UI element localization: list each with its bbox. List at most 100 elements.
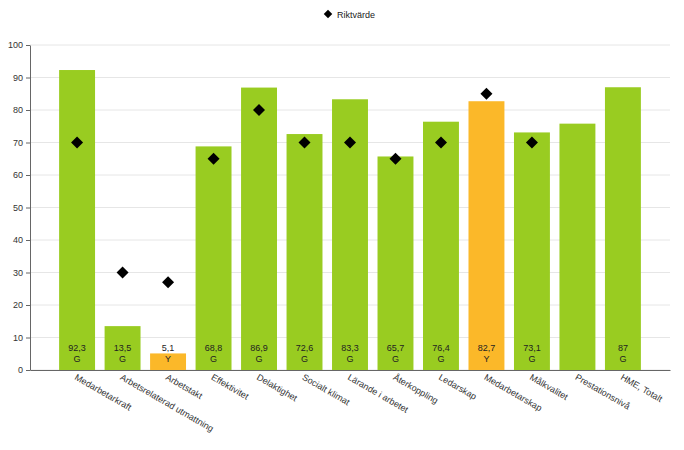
value-label: 86,9 <box>250 343 268 353</box>
x-axis: MedarbetarkraftArbetsrelaterad utmattnin… <box>31 371 671 434</box>
bar <box>559 124 595 370</box>
chart: 0 10 20 30 40 50 60 70 80 90 100 MedarbetarkraftArb… <box>0 0 684 450</box>
y-tick: 30 <box>13 268 30 278</box>
y-tick-label: 0 <box>18 365 23 375</box>
grade-label: G <box>301 354 308 364</box>
x-tick-label: Effektivitet <box>210 372 251 402</box>
grid-line <box>30 45 670 46</box>
data-labels: 92,3G13,5G5,1Y68,8G86,9G72,6G83,3G65,7G7… <box>68 343 628 364</box>
x-tick-label: Ledarskap <box>437 372 478 402</box>
y-tick-label: 40 <box>13 235 23 245</box>
y-tick-label: 50 <box>13 203 23 213</box>
x-tick: Återkoppling <box>391 372 439 406</box>
y-tick: 80 <box>13 105 30 115</box>
x-tick: Effektivitet <box>210 372 251 402</box>
y-tick-mark <box>26 175 30 176</box>
x-tick-label: Arbetsrelaterad utmattning <box>119 372 216 434</box>
y-tick-mark <box>26 273 30 274</box>
target-marker <box>480 88 492 100</box>
y-tick: 90 <box>13 73 30 83</box>
bar <box>287 134 323 370</box>
x-tick-label: Delaktighet <box>255 372 299 403</box>
value-label: 92,3 <box>68 343 86 353</box>
y-tick-label: 10 <box>13 333 23 343</box>
y-tick-mark <box>26 240 30 241</box>
bar <box>423 122 459 370</box>
x-tick: Arbetstakt <box>164 372 205 401</box>
y-tick-label: 60 <box>13 170 23 180</box>
grade-label: G <box>392 354 399 364</box>
grade-label: G <box>256 354 263 364</box>
bar <box>468 101 504 370</box>
y-tick: 0 <box>18 365 30 375</box>
value-label: 65,7 <box>387 343 405 353</box>
grade-label: Y <box>165 354 171 364</box>
grade-label: G <box>437 354 444 364</box>
value-label: 83,3 <box>341 343 359 353</box>
bar <box>332 99 368 370</box>
y-axis: 0 10 20 30 40 50 60 70 80 90 100 <box>8 40 31 375</box>
y-tick: 20 <box>13 300 30 310</box>
bar <box>514 132 550 370</box>
bar <box>378 156 414 370</box>
x-tick: Ledarskap <box>437 372 478 402</box>
value-label: 87 <box>618 343 628 353</box>
bar <box>150 353 186 370</box>
target-marker <box>526 136 538 148</box>
y-tick-label: 90 <box>13 73 23 83</box>
target-marker <box>344 136 356 148</box>
grade-label: G <box>346 354 353 364</box>
legend-item: Riktvärde <box>324 10 375 20</box>
target-marker <box>71 136 83 148</box>
y-axis-line <box>30 46 31 371</box>
y-tick-label: 30 <box>13 268 23 278</box>
grade-label: G <box>74 354 81 364</box>
value-label: 68,8 <box>205 343 223 353</box>
x-tick: Arbetsrelaterad utmattning <box>119 372 216 434</box>
y-tick-mark <box>26 143 30 144</box>
grade-label: G <box>528 354 535 364</box>
x-tick: Socialt klimat <box>301 372 352 407</box>
y-tick: 40 <box>13 235 30 245</box>
value-label: 13,5 <box>114 343 132 353</box>
grade-label: G <box>619 354 626 364</box>
value-label: 73,1 <box>523 343 541 353</box>
y-tick-label: 20 <box>13 300 23 310</box>
target-marker <box>299 136 311 148</box>
x-tick-label: HME, Totalt <box>619 372 665 404</box>
target-marker <box>208 153 220 165</box>
target-marker <box>253 104 265 116</box>
y-tick: 60 <box>13 170 30 180</box>
grade-label: G <box>210 354 217 364</box>
grid <box>30 45 670 370</box>
legend: Riktvärde <box>324 10 375 20</box>
bar <box>605 87 641 370</box>
legend-label: Riktvärde <box>337 10 375 20</box>
value-label: 76,4 <box>432 343 450 353</box>
x-tick-label: Återkoppling <box>391 372 439 406</box>
y-tick-mark <box>26 338 30 339</box>
plot-area <box>59 70 641 370</box>
target-marker <box>162 276 174 288</box>
y-tick: 10 <box>13 333 30 343</box>
y-tick-label: 100 <box>8 40 23 50</box>
bar <box>196 146 232 370</box>
x-tick-label: Socialt klimat <box>301 372 352 407</box>
x-tick-label: Arbetstakt <box>164 372 205 401</box>
bar <box>59 70 95 370</box>
x-tick: Målkvalitet <box>528 372 570 402</box>
y-tick-mark <box>26 45 30 46</box>
value-label: 82,7 <box>478 343 496 353</box>
target-marker <box>117 266 129 278</box>
y-tick-mark <box>26 305 30 306</box>
grade-label: Y <box>483 354 489 364</box>
x-tick: HME, Totalt <box>619 372 665 404</box>
y-tick-mark <box>26 78 30 79</box>
bar <box>241 88 277 370</box>
target-marker <box>435 136 447 148</box>
y-tick-label: 70 <box>13 138 23 148</box>
bar <box>105 326 141 370</box>
grade-label: G <box>119 354 126 364</box>
y-tick: 50 <box>13 203 30 213</box>
x-axis-line <box>31 370 671 371</box>
